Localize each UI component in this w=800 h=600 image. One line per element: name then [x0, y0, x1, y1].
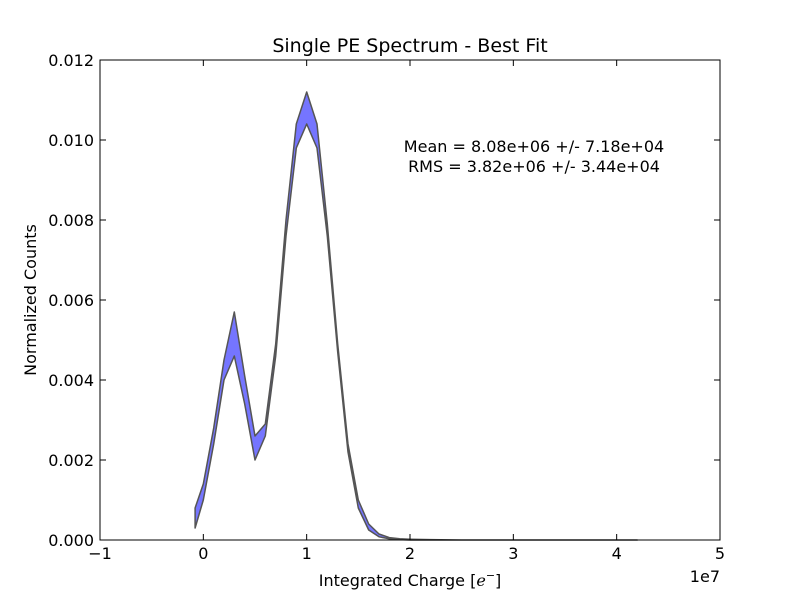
- y-tick-label: 0.002: [48, 451, 94, 470]
- y-tick-label: 0.012: [48, 51, 94, 70]
- ticks-layer: −1 0 1 2 3 4 5 0.000 0.002 0.004 0.006 0.008 0.010 0.…: [48, 51, 725, 563]
- x-offset-label: 1e7: [690, 567, 720, 586]
- y-tick-label: 0.006: [48, 291, 94, 310]
- x-axis-label: Integrated Charge [e−]: [319, 569, 502, 590]
- y-tick-label: 0.008: [48, 211, 94, 230]
- x-tick-label: 1: [302, 544, 312, 563]
- x-tick-label: 0: [198, 544, 208, 563]
- annotation-mean: Mean = 8.08e+06 +/- 7.18e+04: [404, 137, 664, 156]
- y-axis-label: Normalized Counts: [21, 224, 40, 376]
- x-tick-label: 4: [612, 544, 622, 563]
- y-tick-label: 0.010: [48, 131, 94, 150]
- y-tick-label: 0.004: [48, 371, 94, 390]
- chart-title: Single PE Spectrum - Best Fit: [272, 35, 547, 57]
- plot-frame: [99, 59, 721, 541]
- x-tick-label: 5: [715, 544, 725, 563]
- x-tick-label: 3: [508, 544, 518, 563]
- annotation-rms: RMS = 3.82e+06 +/- 3.44e+04: [408, 157, 660, 176]
- x-tick-label: 2: [405, 544, 415, 563]
- x-tick-label: −1: [88, 544, 112, 563]
- y-tick-label: 0.000: [48, 531, 94, 550]
